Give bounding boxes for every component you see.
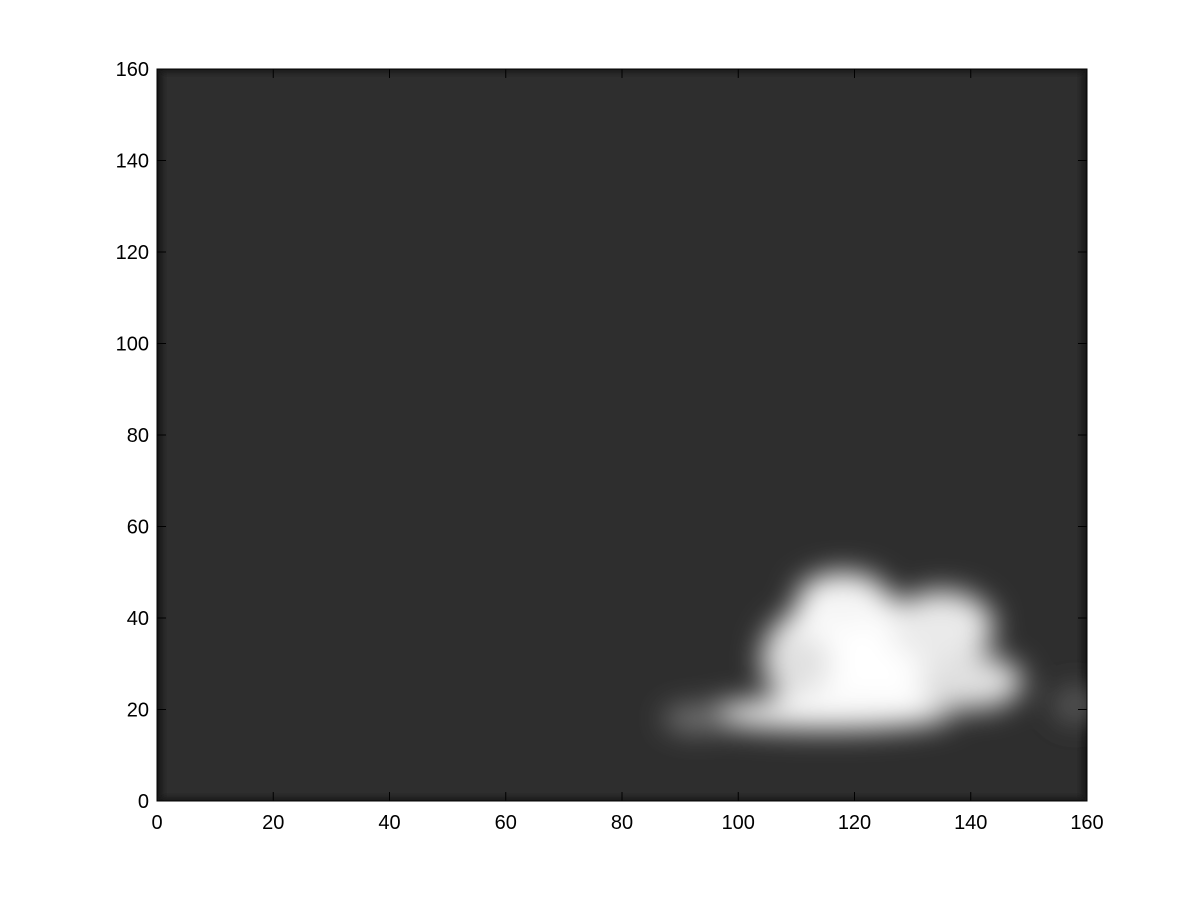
x-tick-label: 0 [151,812,162,834]
y-tick-label: 0 [138,791,149,813]
x-tick-label: 60 [495,812,517,834]
intensity-blob-5 [697,698,954,731]
x-tick-label: 120 [838,812,871,834]
x-tick-label: 40 [378,812,400,834]
x-tick-label: 100 [722,812,755,834]
y-tick-label: 40 [127,608,149,630]
y-tick-label: 60 [127,517,149,539]
y-tick-label: 100 [116,334,149,356]
intensity-blob-1 [796,572,890,628]
axes: 0 20 40 60 80 100 120 140 160 0 20 40 60 80 100 120 140 1… [116,59,1104,834]
intensity-blob-7 [1052,686,1087,724]
intensity-blob-2 [889,590,994,664]
intensity-blob-3 [761,631,832,696]
y-tick-label: 140 [116,151,149,173]
x-tick-label: 80 [611,812,633,834]
x-tick-label: 20 [262,812,284,834]
x-tick-label: 140 [954,812,987,834]
x-tick-label: 160 [1070,812,1103,834]
intensity-blobs [662,572,1087,733]
intensity-blob-6 [662,704,733,733]
intensity-blob-4 [918,654,1024,710]
y-tick-label: 20 [127,700,149,722]
y-tick-label: 120 [116,242,149,264]
y-tick-label: 160 [116,59,149,81]
y-tick-label: 80 [127,425,149,447]
image-area [157,69,1087,801]
